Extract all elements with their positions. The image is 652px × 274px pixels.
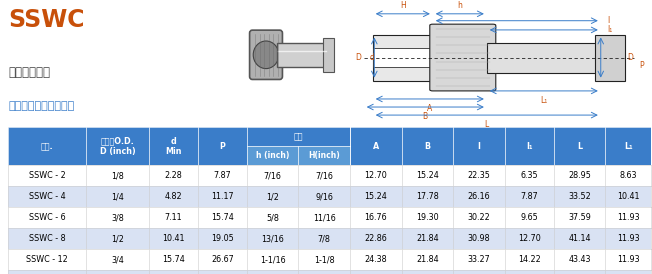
Bar <box>277 43 327 67</box>
Text: 型号.: 型号. <box>41 142 53 151</box>
Text: 13/16: 13/16 <box>261 235 284 243</box>
Text: 19.05: 19.05 <box>211 235 233 243</box>
Text: 30.22: 30.22 <box>467 213 490 222</box>
Text: SSWC - 12: SSWC - 12 <box>26 255 68 264</box>
FancyBboxPatch shape <box>250 30 282 79</box>
Text: 41.14: 41.14 <box>569 235 591 243</box>
Text: 12.70: 12.70 <box>364 172 387 180</box>
Text: 37.59: 37.59 <box>568 213 591 222</box>
Text: 10.41: 10.41 <box>617 192 640 201</box>
Text: H: H <box>400 1 406 10</box>
Text: 7.87: 7.87 <box>520 192 539 201</box>
Text: A: A <box>373 142 379 151</box>
Text: SSWC - 8: SSWC - 8 <box>29 235 66 243</box>
Text: SSWC - 2: SSWC - 2 <box>29 172 66 180</box>
Text: 33.52: 33.52 <box>569 192 591 201</box>
Text: D: D <box>355 53 361 62</box>
Text: 19.30: 19.30 <box>416 213 439 222</box>
Text: I: I <box>478 142 481 151</box>
Text: D: D <box>628 53 634 62</box>
Text: d
Min: d Min <box>165 137 182 156</box>
Text: 7.11: 7.11 <box>165 213 183 222</box>
Text: 1-1/8: 1-1/8 <box>314 255 334 264</box>
Text: 5/8: 5/8 <box>266 213 279 222</box>
Text: 1/4: 1/4 <box>111 192 124 201</box>
Text: 22.35: 22.35 <box>467 172 490 180</box>
Text: 7/16: 7/16 <box>263 172 282 180</box>
Text: SSWC - 6: SSWC - 6 <box>29 213 66 222</box>
Text: B: B <box>424 142 430 151</box>
Text: L₁: L₁ <box>624 142 632 151</box>
Text: d: d <box>370 53 375 62</box>
Text: 1/2: 1/2 <box>111 235 124 243</box>
Text: I₁: I₁ <box>526 142 533 151</box>
Text: h: h <box>457 1 462 10</box>
Text: 11/16: 11/16 <box>313 213 336 222</box>
Text: 1-1/16: 1-1/16 <box>259 255 286 264</box>
Text: 11.93: 11.93 <box>617 213 640 222</box>
Text: 43.43: 43.43 <box>569 255 591 264</box>
Bar <box>373 48 439 67</box>
Text: 6.35: 6.35 <box>520 172 538 180</box>
Text: P: P <box>219 142 225 151</box>
Text: 宽度: 宽度 <box>293 132 303 141</box>
Text: 2.28: 2.28 <box>164 172 183 180</box>
Text: 28.95: 28.95 <box>568 172 591 180</box>
Text: 11.93: 11.93 <box>617 235 640 243</box>
Text: 26.16: 26.16 <box>468 192 490 201</box>
Text: 3/8: 3/8 <box>111 213 124 222</box>
Text: 1/8: 1/8 <box>111 172 124 180</box>
Text: SSWC: SSWC <box>8 8 85 32</box>
FancyBboxPatch shape <box>430 24 496 91</box>
Text: B: B <box>422 112 428 121</box>
Text: 承插焊转卡套: 承插焊转卡套 <box>8 66 50 79</box>
Text: 17.78: 17.78 <box>416 192 439 201</box>
Text: 1/2: 1/2 <box>266 192 279 201</box>
Text: SSWC - 4: SSWC - 4 <box>29 192 66 201</box>
Bar <box>487 42 600 73</box>
Text: 7/8: 7/8 <box>318 235 331 243</box>
Text: 15.24: 15.24 <box>416 172 439 180</box>
Circle shape <box>253 41 279 68</box>
Text: h (inch): h (inch) <box>256 151 289 160</box>
Text: 12.70: 12.70 <box>518 235 541 243</box>
Bar <box>595 35 625 81</box>
Text: 33.27: 33.27 <box>467 255 490 264</box>
Text: 11.93: 11.93 <box>617 255 640 264</box>
Text: 7.87: 7.87 <box>213 172 231 180</box>
Bar <box>373 35 439 81</box>
Text: 3/4: 3/4 <box>111 255 124 264</box>
Text: 8.63: 8.63 <box>619 172 637 180</box>
Text: 15.24: 15.24 <box>364 192 387 201</box>
Text: 21.84: 21.84 <box>416 235 439 243</box>
Text: L: L <box>577 142 582 151</box>
Text: H(inch): H(inch) <box>308 151 340 160</box>
Text: 22.86: 22.86 <box>364 235 387 243</box>
Text: 15.74: 15.74 <box>162 255 185 264</box>
Text: 9/16: 9/16 <box>315 192 333 201</box>
Text: 10.41: 10.41 <box>162 235 185 243</box>
Text: A: A <box>427 104 432 113</box>
Text: I: I <box>607 16 609 25</box>
Text: 16.76: 16.76 <box>364 213 387 222</box>
Text: 9.65: 9.65 <box>520 213 539 222</box>
Text: 连接英制管道和焊接管: 连接英制管道和焊接管 <box>8 101 75 111</box>
Text: 管外径O.D.
D (inch): 管外径O.D. D (inch) <box>100 137 136 156</box>
Text: 11.17: 11.17 <box>211 192 233 201</box>
Text: 26.67: 26.67 <box>211 255 233 264</box>
Text: L: L <box>484 120 489 129</box>
Text: 15.74: 15.74 <box>211 213 233 222</box>
Bar <box>323 38 334 72</box>
Text: 14.22: 14.22 <box>518 255 541 264</box>
Text: L₁: L₁ <box>540 96 548 104</box>
Text: 7/16: 7/16 <box>315 172 333 180</box>
Text: P: P <box>640 61 644 70</box>
Text: 4.82: 4.82 <box>165 192 183 201</box>
Text: 30.98: 30.98 <box>468 235 490 243</box>
Text: 24.38: 24.38 <box>364 255 387 264</box>
Text: I₁: I₁ <box>607 25 612 35</box>
Text: 21.84: 21.84 <box>416 255 439 264</box>
